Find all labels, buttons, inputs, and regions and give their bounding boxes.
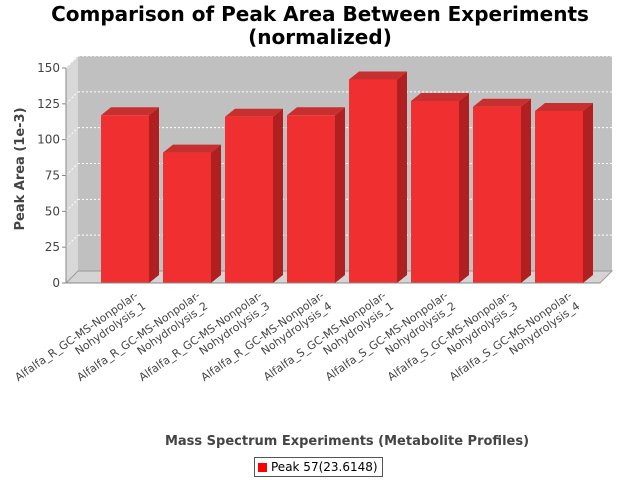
bar-front <box>473 106 521 283</box>
bar <box>349 71 407 283</box>
chart-title-line: (normalized) <box>248 25 392 49</box>
bar-front <box>101 115 149 283</box>
bar-side <box>335 107 345 283</box>
gridline <box>65 91 79 105</box>
legend: Peak 57(23.6148) <box>254 457 383 477</box>
bar-side <box>273 108 283 283</box>
y-tick-label: 75 <box>45 169 60 183</box>
chart-title-text: Comparison of Peak Area Between Experime… <box>51 2 589 49</box>
y-tick-label: 50 <box>45 204 60 218</box>
bar-front <box>287 115 335 283</box>
bar <box>101 107 159 283</box>
bar-front <box>411 100 459 283</box>
bar-side <box>211 144 221 283</box>
bar-front <box>225 116 273 283</box>
bar-front <box>349 79 397 283</box>
x-axis: Alfalfa_R_GC-MS-Nonpolar-Nohydrolysis_1A… <box>13 282 600 384</box>
bar-side <box>149 107 159 283</box>
chart-title-line: Comparison of Peak Area Between Experime… <box>51 2 589 26</box>
bar-side <box>521 98 531 283</box>
bar-side <box>583 103 593 283</box>
bar <box>287 107 345 283</box>
bar-front <box>163 152 211 283</box>
legend-swatch <box>258 462 267 472</box>
bar-top <box>163 144 221 153</box>
bar-side <box>397 71 407 283</box>
y-tick-label: 100 <box>37 133 60 147</box>
bar-front <box>535 111 583 283</box>
x-tick-label-line: Alfalfa_R_GC-MS-Nonpolar- <box>13 289 141 384</box>
gridline <box>65 234 79 248</box>
bar-top <box>349 71 407 80</box>
y-tick-label: 150 <box>37 61 60 75</box>
bar <box>225 108 283 283</box>
bar-top <box>287 107 345 116</box>
legend-label: Peak 57(23.6148) <box>271 460 378 474</box>
bar <box>473 98 531 283</box>
gridline <box>65 55 79 69</box>
bars <box>101 71 593 283</box>
chart-title: Comparison of Peak Area Between Experime… <box>0 3 640 49</box>
y-axis-title: Peak Area (1e-3) <box>13 107 28 230</box>
bar-side <box>459 92 469 283</box>
y-axis: 0 25 50 75 100 125 150 <box>37 61 67 290</box>
bar-top <box>101 107 159 116</box>
bar <box>411 92 469 283</box>
bar-top <box>535 103 593 111</box>
bar <box>535 103 593 283</box>
y-tick-label: 0 <box>52 276 60 290</box>
bar-top <box>411 92 469 101</box>
bar-top <box>473 98 531 107</box>
gridline <box>65 198 79 212</box>
gridline <box>65 127 79 141</box>
y-tick-label: 125 <box>37 97 60 111</box>
bar-top <box>225 108 283 117</box>
bar <box>163 144 221 283</box>
x-axis-title: Mass Spectrum Experiments (Metabolite Pr… <box>165 434 529 449</box>
y-tick-label: 25 <box>45 240 60 254</box>
gridline <box>65 163 79 176</box>
